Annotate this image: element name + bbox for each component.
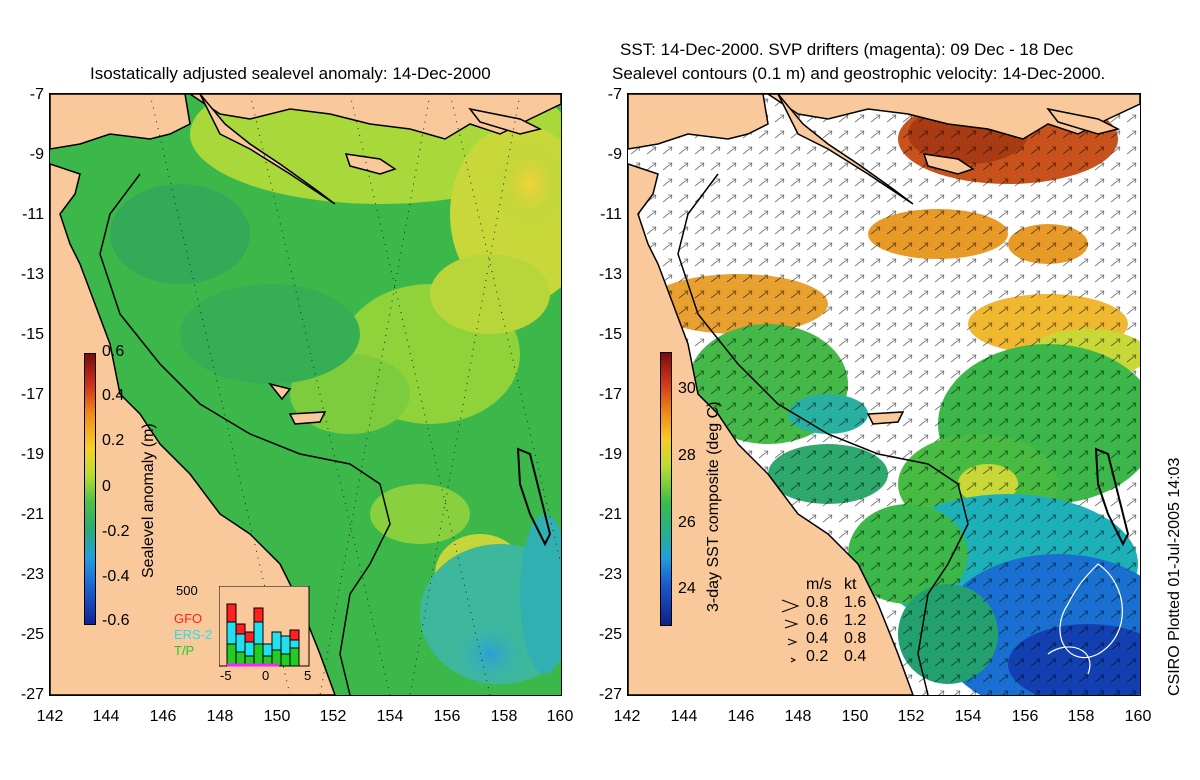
- left-colorbar-tick: 0.2: [102, 432, 125, 449]
- right-lon-tick: 150: [841, 708, 869, 725]
- right-lon-tick: 156: [1011, 708, 1039, 725]
- right-map-title-line1: SST: 14-Dec-2000. SVP drifters (magenta)…: [620, 40, 1074, 59]
- speed-legend-kt: 1.2: [844, 612, 867, 629]
- right-lat-tick: -17: [598, 386, 622, 403]
- right-lat-tick: -7: [607, 86, 622, 103]
- speed-legend-header-ms: m/s: [806, 576, 832, 593]
- right-lon-tick: 154: [954, 708, 982, 725]
- right-colorbar-label: 3-day SST composite (deg C): [705, 401, 722, 612]
- left-lat-tick: -23: [20, 566, 44, 583]
- speed-legend-kt: 0.8: [844, 630, 867, 647]
- right-lat-tick: -23: [598, 566, 622, 583]
- left-lat-tick: -17: [20, 386, 44, 403]
- left-lon-tick: 158: [490, 708, 518, 725]
- histogram-legend-ers2: ERS-2: [174, 627, 213, 642]
- left-lat-tick: -15: [20, 326, 44, 343]
- right-colorbar: [660, 352, 672, 626]
- right-lat-tick: -15: [598, 326, 622, 343]
- left-lon-tick: 148: [206, 708, 234, 725]
- right-lon-tick: 146: [727, 708, 755, 725]
- right-lat-tick: -13: [598, 266, 622, 283]
- right-lat-tick: -19: [598, 446, 622, 463]
- speed-legend-ms: 0.4: [806, 630, 829, 647]
- right-map-title-line2: Sealevel contours (0.1 m) and geostrophi…: [612, 64, 1106, 83]
- left-colorbar: [84, 353, 96, 625]
- left-lat-tick: -13: [20, 266, 44, 283]
- histogram-legend-tp: T/P: [174, 643, 195, 658]
- left-map-title: Isostatically adjusted sealevel anomaly:…: [90, 64, 491, 83]
- histogram-xtick: -5: [220, 668, 232, 683]
- histogram-inset: [219, 586, 310, 667]
- speed-legend: m/s kt 0.8 1.6 0.6 1.2 0.4 0.8 0.2 0.4: [780, 576, 872, 666]
- speed-legend-ms: 0.2: [806, 648, 829, 665]
- speed-legend-kt: 1.6: [844, 594, 867, 611]
- speed-legend-header-kt: kt: [844, 576, 857, 593]
- left-lon-tick: 152: [319, 708, 347, 725]
- right-colorbar-tick: 30: [678, 380, 696, 397]
- histogram-xtick: 0: [262, 668, 270, 683]
- speed-legend-kt: 0.4: [844, 648, 867, 665]
- left-lon-tick: 150: [263, 708, 291, 725]
- right-colorbar-tick: 24: [678, 580, 696, 597]
- left-colorbar-label: Sealevel anomaly (m): [140, 423, 157, 578]
- left-lon-tick: 160: [546, 708, 574, 725]
- left-lat-tick: -9: [29, 146, 44, 163]
- left-colorbar-tick: -0.4: [102, 568, 130, 585]
- left-lat-tick: -7: [29, 86, 44, 103]
- right-map-graphic: [628, 94, 1140, 695]
- left-lon-tick: 144: [92, 708, 120, 725]
- speed-legend-ms: 0.6: [806, 612, 829, 629]
- right-colorbar-tick: 26: [678, 514, 696, 531]
- left-lat-tick: -19: [20, 446, 44, 463]
- left-lat-tick: -27: [20, 686, 44, 703]
- right-map-panel: [627, 93, 1141, 696]
- right-lon-tick: 142: [613, 708, 641, 725]
- right-lat-tick: -9: [607, 146, 622, 163]
- right-lat-tick: -21: [598, 506, 622, 523]
- left-lat-tick: -21: [20, 506, 44, 523]
- histogram-legend-gfo: GFO: [174, 611, 203, 626]
- left-colorbar-tick: -0.2: [102, 523, 130, 540]
- left-lat-tick: -11: [22, 206, 44, 223]
- right-lon-tick: 152: [897, 708, 925, 725]
- histogram-ymax-label: 500: [176, 583, 198, 598]
- left-colorbar-tick: -0.6: [102, 612, 130, 629]
- left-lon-tick: 154: [376, 708, 404, 725]
- right-lon-tick: 144: [670, 708, 698, 725]
- left-lon-tick: 156: [433, 708, 461, 725]
- left-colorbar-tick: 0.6: [102, 343, 125, 360]
- left-colorbar-tick: 0: [102, 478, 111, 495]
- credit-text: CSIRO Plotted 01-Jul-2005 14:03: [1166, 457, 1183, 696]
- left-lon-tick: 146: [149, 708, 177, 725]
- left-lat-tick: -25: [20, 626, 44, 643]
- speed-legend-ms: 0.8: [806, 594, 829, 611]
- right-lat-tick: -11: [600, 206, 622, 223]
- right-lat-tick: -27: [598, 686, 622, 703]
- histogram-xtick: 5: [304, 668, 312, 683]
- left-lon-tick: 142: [36, 708, 64, 725]
- right-lon-tick: 160: [1124, 708, 1152, 725]
- right-colorbar-tick: 28: [678, 447, 696, 464]
- right-lat-tick: -25: [598, 626, 622, 643]
- right-lon-tick: 158: [1067, 708, 1095, 725]
- left-colorbar-tick: 0.4: [102, 387, 125, 404]
- right-lon-tick: 148: [784, 708, 812, 725]
- speed-legend-arrows: [781, 599, 800, 663]
